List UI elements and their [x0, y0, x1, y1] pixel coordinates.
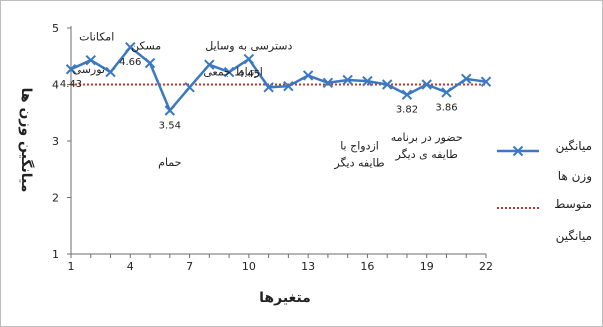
y-tick-label: 3 — [52, 135, 59, 148]
data-label: 3.82 — [396, 105, 418, 116]
data-point-marker — [302, 70, 314, 81]
data-point-marker — [362, 75, 373, 87]
category-annotation: حضور در برنامه — [391, 131, 463, 144]
data-point-marker — [144, 57, 156, 69]
legend-label-series-1: میانگین — [556, 139, 592, 154]
x-tick-label: 10 — [242, 260, 256, 273]
legend-label-series-1-line-2: وزن ها — [558, 169, 592, 184]
data-point-marker — [105, 66, 116, 78]
legend-label-series-2: متوسط — [554, 197, 592, 212]
y-tick-label: 2 — [52, 192, 59, 205]
data-label: 4.66 — [119, 57, 141, 68]
data-label: 4.45 — [238, 69, 260, 80]
category-annotation: مسکن — [131, 39, 161, 52]
data-label: 4.43 — [60, 79, 82, 90]
x-tick-label: 1 — [68, 260, 75, 273]
category-annotation: دسترسی به وسایل — [205, 39, 292, 52]
data-point-marker — [381, 79, 393, 90]
series-line-average — [70, 45, 487, 113]
data-point-marker — [421, 79, 432, 90]
y-tick-label: 5 — [52, 22, 59, 35]
y-tick-label: 1 — [52, 248, 59, 261]
x-tick-label: 16 — [360, 260, 374, 273]
x-tick-label: 13 — [301, 260, 315, 273]
data-point-marker — [480, 76, 492, 87]
data-point-marker — [342, 74, 353, 86]
x-tick-label: 22 — [479, 260, 493, 273]
category-annotation: نورسی — [73, 63, 105, 76]
category-annotation: حمام — [158, 156, 181, 169]
data-label: 3.86 — [435, 102, 457, 113]
data-point-marker — [461, 73, 472, 85]
data-point-marker — [223, 66, 235, 78]
y-tick-label: 4 — [52, 79, 59, 92]
x-tick-label: 4 — [127, 260, 134, 273]
category-annotation: طایفه دیگر — [333, 156, 384, 169]
plot-area: 1 2 3 4 5 1 4 7 10 13 16 19 22 4.43 4.66 3.54 4.45 3.82 3.… — [52, 22, 493, 273]
category-annotation: ارتباط جمعی — [203, 65, 262, 78]
data-point-marker — [401, 89, 413, 100]
category-annotation: طایفه ی دیگر — [395, 148, 459, 161]
x-axis-title: متغیرها — [259, 290, 311, 306]
data-point-marker — [322, 77, 334, 89]
category-annotation: ازدواج با — [340, 139, 379, 152]
data-point-marker — [125, 42, 136, 53]
data-point-marker — [184, 82, 195, 93]
legend-label-series-2-line-2: میانگین — [556, 229, 592, 244]
data-point-marker — [441, 87, 452, 98]
data-label: 3.54 — [159, 120, 181, 131]
legend: میانگین وزن ها متوسط میانگین — [497, 139, 592, 244]
data-point-marker — [204, 59, 215, 70]
legend-marker-x — [512, 145, 524, 157]
category-annotation: امکانات — [79, 30, 114, 43]
y-axis-title: میانگین وزن ها — [18, 88, 35, 193]
data-point-marker — [65, 64, 77, 75]
x-tick-label: 19 — [420, 260, 434, 273]
x-tick-label: 7 — [186, 260, 193, 273]
data-point-marker — [283, 80, 294, 92]
data-point-marker — [85, 54, 96, 66]
data-point-marker — [263, 82, 274, 93]
data-point-marker — [243, 53, 255, 65]
data-point-marker — [164, 105, 176, 116]
